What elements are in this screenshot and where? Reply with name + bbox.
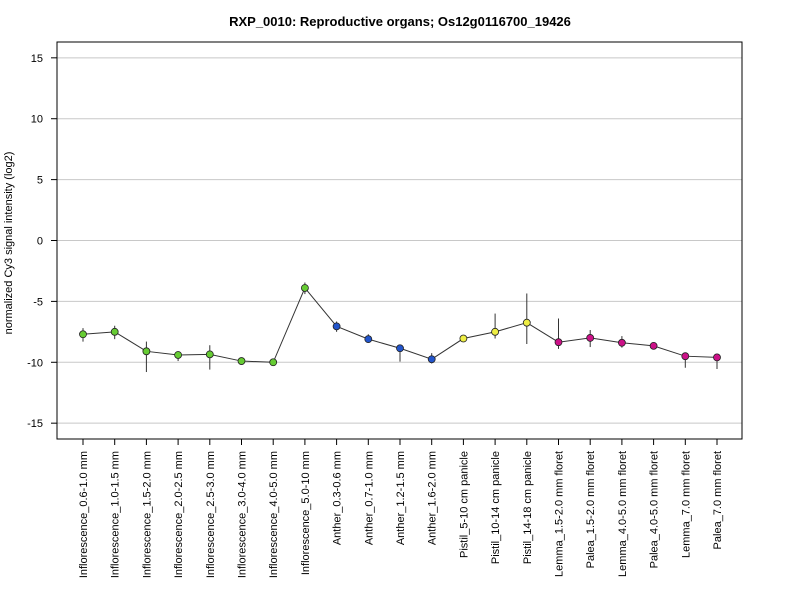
data-point: [427, 355, 436, 364]
data-point: [79, 330, 87, 339]
data-point: [174, 351, 183, 359]
x-tick-label: Palea_7.0 mm floret: [712, 451, 724, 549]
x-tick-label: Pistil_10-14 cm panicle: [490, 451, 502, 564]
data-series: [79, 282, 721, 373]
x-tick-label: Inflorescence_2.0-2.5 mm: [173, 451, 185, 578]
x-tick-label: Anther_0.7-1.0 mm: [363, 451, 375, 545]
x-tick-label: Palea_1.5-2.0 mm floret: [585, 451, 597, 568]
y-tick-label: 15: [31, 53, 43, 65]
x-tick-label: Inflorescence_5.0-10 mm: [300, 451, 312, 575]
y-axis: 15 10 5 0 -5 -10 -15: [27, 53, 57, 430]
data-point: [713, 353, 721, 362]
x-axis: Inflorescence_0.6-1.0 mm Inflorescence_1.…: [78, 439, 724, 578]
gridlines: [57, 57, 742, 424]
data-point: [681, 352, 690, 361]
y-axis-label: normalized Cy3 signal intensity (log2): [3, 152, 15, 335]
x-tick-label: Lemma_1.5-2.0 mm floret: [554, 451, 566, 577]
data-point: [142, 347, 151, 356]
plot-frame: [56, 41, 743, 440]
x-tick-label: Inflorescence_4.0-5.0 mm: [268, 451, 280, 578]
y-tick-label: -15: [27, 418, 43, 430]
data-point: [269, 358, 278, 367]
y-tick-label: 0: [37, 236, 43, 248]
x-tick-label: Inflorescence_2.5-3.0 mm: [205, 451, 217, 578]
x-tick-label: Pistil_5-10 cm panicle: [458, 451, 470, 558]
x-tick-label: Lemma_4.0-5.0 mm floret: [617, 451, 629, 577]
data-point: [459, 334, 468, 343]
y-tick-label: 5: [37, 175, 43, 187]
y-tick-label: 10: [31, 114, 43, 126]
data-point: [396, 344, 404, 353]
data-point: [618, 338, 626, 347]
chart-title: RXP_0010: Reproductive organs; Os12g0116…: [229, 14, 571, 29]
x-tick-label: Inflorescence_1.0-1.5 mm: [110, 451, 122, 578]
data-point: [364, 335, 373, 344]
x-tick-label: Inflorescence_0.6-1.0 mm: [78, 451, 90, 578]
x-tick-label: Inflorescence_3.0-4.0 mm: [237, 451, 249, 578]
x-tick-label: Anther_1.6-2.0 mm: [427, 451, 439, 545]
data-point: [554, 338, 563, 347]
data-point: [110, 327, 119, 336]
y-tick-label: -5: [33, 296, 43, 308]
data-point: [332, 322, 341, 331]
data-point: [237, 357, 246, 365]
y-tick-label: -10: [27, 357, 43, 369]
data-point: [205, 350, 214, 359]
x-tick-label: Anther_0.3-0.6 mm: [332, 451, 344, 545]
data-point: [300, 284, 309, 292]
x-tick-label: Anther_1.2-1.5 mm: [395, 451, 407, 545]
x-tick-label: Lemma_7.0 mm floret: [680, 451, 692, 558]
x-tick-label: Palea_4.0-5.0 mm floret: [649, 451, 661, 568]
data-point: [522, 318, 531, 327]
data-point: [491, 327, 500, 336]
data-point: [649, 341, 658, 350]
data-point: [586, 334, 595, 342]
x-tick-label: Pistil_14-18 cm panicle: [522, 451, 534, 564]
x-tick-label: Inflorescence_1.5-2.0 mm: [141, 451, 153, 578]
